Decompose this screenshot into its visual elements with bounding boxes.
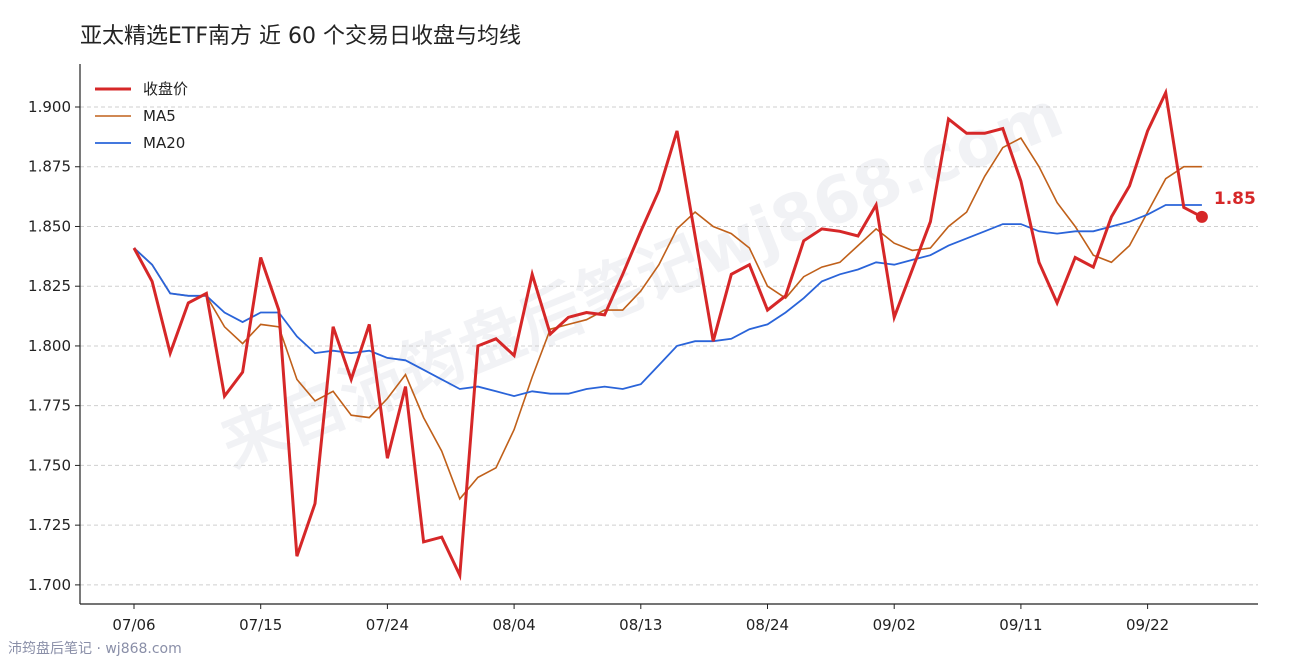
series-line-ma20 xyxy=(133,204,1202,398)
x-tick-label: 09/11 xyxy=(999,616,1042,634)
chart-title: 亚太精选ETF南方 近 60 个交易日收盘与均线 xyxy=(80,24,521,49)
y-tick-label: 1.900 xyxy=(28,98,71,116)
series-lines xyxy=(132,87,1203,582)
footer-credit: 沛筠盘后笔记 · wj868.com xyxy=(8,641,182,657)
y-tick-label: 1.850 xyxy=(28,217,71,235)
y-tick-label: 1.750 xyxy=(28,456,71,474)
axes: 1.700 1.725 1.750 1.775 1.800 1.825 1.850 1.875… xyxy=(28,64,1258,634)
y-tick-label: 1.875 xyxy=(28,158,71,176)
y-tick-label: 1.825 xyxy=(28,277,71,295)
y-tick-label: 1.775 xyxy=(28,397,71,415)
legend: 收盘价 MA5 MA20 xyxy=(95,80,188,152)
x-tick-label: 07/15 xyxy=(239,616,282,634)
x-tick-label: 07/24 xyxy=(366,616,409,634)
x-tick-label: 08/04 xyxy=(492,616,535,634)
x-tick-label: 08/13 xyxy=(619,616,662,634)
x-tick-label: 07/06 xyxy=(112,616,155,634)
x-tick-label: 09/22 xyxy=(1126,616,1169,634)
y-tick-label: 1.800 xyxy=(28,337,71,355)
series-line-close xyxy=(132,87,1203,582)
last-value-label: 1.85 xyxy=(1214,189,1256,209)
last-value-annotation: 1.85 xyxy=(1195,189,1256,223)
legend-label: MA20 xyxy=(143,134,185,152)
series-line-ma5 xyxy=(133,137,1202,501)
last-point-marker xyxy=(1195,210,1208,223)
legend-label: MA5 xyxy=(143,107,176,125)
y-tick-label: 1.700 xyxy=(28,576,71,594)
legend-label: 收盘价 xyxy=(143,80,188,98)
x-tick-label: 08/24 xyxy=(746,616,789,634)
y-tick-label: 1.725 xyxy=(28,516,71,534)
x-tick-label: 09/02 xyxy=(873,616,916,634)
grid-lines xyxy=(80,106,1258,586)
